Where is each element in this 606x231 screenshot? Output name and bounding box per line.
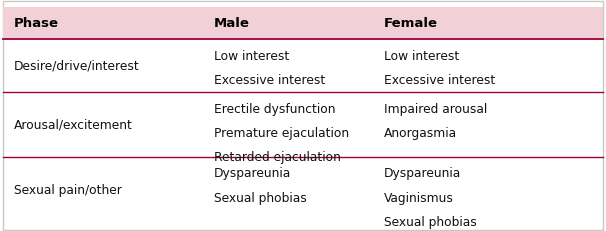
Text: Excessive interest: Excessive interest <box>384 74 495 87</box>
Text: Male: Male <box>214 17 250 30</box>
Text: Female: Female <box>384 17 438 30</box>
Text: Sexual pain/other: Sexual pain/other <box>14 184 122 197</box>
Text: Arousal/excitement: Arousal/excitement <box>14 118 133 131</box>
Text: Vaginismus: Vaginismus <box>384 192 453 205</box>
Text: Phase: Phase <box>14 17 59 30</box>
Text: Retarded ejaculation: Retarded ejaculation <box>214 151 341 164</box>
Text: Low interest: Low interest <box>214 50 289 63</box>
Text: Desire/drive/interest: Desire/drive/interest <box>14 59 140 72</box>
Text: Dyspareunia: Dyspareunia <box>384 167 461 180</box>
Text: Erectile dysfunction: Erectile dysfunction <box>214 103 335 116</box>
Text: Excessive interest: Excessive interest <box>214 74 325 87</box>
FancyBboxPatch shape <box>3 7 603 39</box>
Text: Premature ejaculation: Premature ejaculation <box>214 127 349 140</box>
Text: Anorgasmia: Anorgasmia <box>384 127 457 140</box>
Text: Impaired arousal: Impaired arousal <box>384 103 487 116</box>
Text: Sexual phobias: Sexual phobias <box>214 192 307 205</box>
Text: Low interest: Low interest <box>384 50 459 63</box>
Text: Sexual phobias: Sexual phobias <box>384 216 476 229</box>
Text: Dyspareunia: Dyspareunia <box>214 167 291 180</box>
